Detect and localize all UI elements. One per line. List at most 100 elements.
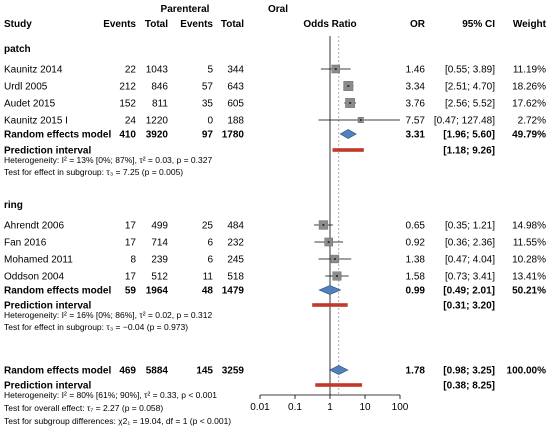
subgroup-ring-study-2-events-oral: 6	[207, 238, 213, 249]
subgroup-ring-study-1-name: Ahrendt 2006	[4, 221, 64, 232]
subgroup-patch-study-2-ci-value: [2.51; 4.70]	[445, 82, 495, 93]
subgroup-patch-study-4-or-value: 7.57	[406, 116, 426, 127]
subgroup-patch-random-total-oral: 1780	[222, 130, 245, 141]
subgroup-patch-study-1-or-value: 1.46	[406, 65, 426, 76]
table-header: Parenteral Oral Study Events Total Event…	[4, 4, 547, 30]
subgroup-patch-study-1-total-oral: 344	[227, 65, 244, 76]
overall-random-weight-value: 100.00%	[507, 366, 547, 377]
subgroup-ring-prediction-ci: [0.31; 3.20]	[443, 301, 495, 312]
subgroup-patch-study-4-name: Kaunitz 2015 I	[4, 116, 68, 127]
subgroup-ring-prediction-bar	[312, 303, 348, 307]
subgroup-ring-study-2-ci-value: [0.36; 2.36]	[445, 238, 495, 249]
subgroup-ring-study-3-weight-value: 10.28%	[512, 255, 546, 266]
subgroup-ring-study-1-weight-value: 14.98%	[512, 221, 546, 232]
subgroup-patch-random-label: Random effects model	[4, 130, 111, 141]
subgroup-ring-study-4-name: Oddson 2004	[4, 272, 64, 283]
subgroup-ring-study-1-or-value: 0.65	[406, 221, 426, 232]
subgroup-patch-study-3-events-parenteral: 152	[119, 99, 136, 110]
subgroup-patch-random-diamond	[339, 129, 357, 139]
header-ci: 95% CI	[462, 19, 495, 30]
subgroup-patch-prediction-bar	[332, 148, 364, 152]
subgroup-patch-study-2-events-oral: 57	[202, 82, 214, 93]
overall-random-diamond	[329, 365, 349, 375]
header-study: Study	[4, 19, 32, 30]
subgroup-patch-study-4-ci-value: [0.47; 127.48]	[434, 116, 495, 127]
subgroup-ring-study-4-events-parenteral: 17	[125, 272, 137, 283]
subgroup-ring-study-4-weight-value: 13.41%	[512, 272, 546, 283]
header-group-parenteral: Parenteral	[161, 4, 210, 15]
subgroup-ring-random-label: Random effects model	[4, 286, 111, 297]
subgroup-patch-study-4-total-parenteral: 1220	[146, 116, 169, 127]
subgroup-patch-random-weight-value: 49.79%	[512, 130, 546, 141]
x-tick-label: 10	[359, 402, 371, 413]
subgroup-patch-study-2-weight-value: 18.26%	[512, 82, 546, 93]
overall-random-ci-value: [0.98; 3.25]	[443, 366, 495, 377]
subgroup-patch-study-2-point	[347, 85, 350, 87]
subgroup-patch-study-1-total-parenteral: 1043	[146, 65, 169, 76]
header-group-oral: Oral	[268, 4, 288, 15]
subgroup-patch-study-3-or-value: 3.76	[406, 99, 426, 110]
subgroup-patch-study-4-weight-value: 2.72%	[518, 116, 546, 127]
overall-random-total-oral: 3259	[222, 366, 245, 377]
header-or: OR	[410, 19, 426, 30]
subgroup-patch-random-ci-value: [1.96; 5.60]	[443, 130, 495, 141]
subgroup-ring-study-4-total-parenteral: 512	[151, 272, 168, 283]
subgroup-ring-random-weight-value: 50.21%	[512, 286, 546, 297]
subgroup-ring-study-1-events-oral: 25	[202, 221, 214, 232]
subgroup-patch-study-2-name: Urdl 2005	[4, 82, 48, 93]
subgroup-ring-study-3-ci-value: [0.47; 4.04]	[445, 255, 495, 266]
subgroup-ring-study-1-total-oral: 484	[227, 221, 244, 232]
subgroup-ring-random-total-oral: 1479	[222, 286, 245, 297]
subgroup-patch-study-1-name: Kaunitz 2014	[4, 65, 63, 76]
overall-heterogeneity: Heterogeneity: I² = 80% [61%; 90%], τ² =…	[4, 390, 217, 400]
subgroup-patch-prediction-label: Prediction interval	[4, 146, 91, 157]
subgroup-ring-study-3-total-parenteral: 239	[151, 255, 168, 266]
header-odds-ratio: Odds Ratio	[303, 19, 356, 30]
subgroup-ring-study-2-point	[327, 241, 330, 243]
subgroup-ring-random-events-parenteral: 59	[125, 286, 137, 297]
subgroup-patch-study-3-ci-value: [2.56; 5.52]	[445, 99, 495, 110]
subgroup-ring-random-or-value: 0.99	[406, 286, 426, 297]
subgroup-ring-study-3-events-oral: 6	[207, 255, 213, 266]
subgroup-ring-study-1-ci-value: [0.35; 1.21]	[445, 221, 495, 232]
overall-prediction-bar	[315, 383, 363, 387]
x-tick-label: 0.1	[288, 402, 302, 413]
subgroup-patch-study-2-events-parenteral: 212	[119, 82, 136, 93]
subgroup-patch-study-3-point	[349, 102, 352, 104]
subgroup-patch-heterogeneity: Heterogeneity: I² = 13% [0%; 87%], τ² = …	[4, 155, 212, 165]
x-tick-label: 100	[392, 402, 409, 413]
overall-random-events-parenteral: 469	[119, 366, 136, 377]
subgroup-patch-study-4-events-oral: 0	[207, 116, 213, 127]
subgroup-ring-study-1-total-parenteral: 499	[151, 221, 168, 232]
subgroup-ring-prediction-label: Prediction interval	[4, 301, 91, 312]
subgroup-ring-study-3-total-oral: 245	[227, 255, 244, 266]
overall-prediction-label: Prediction interval	[4, 381, 91, 392]
subgroup-patch-label: patch	[4, 44, 31, 55]
subgroup-patch-study-3-total-oral: 605	[227, 99, 244, 110]
subgroup-ring-random-diamond	[318, 285, 342, 295]
subgroup-patch-study-1-ci-value: [0.55; 3.89]	[445, 65, 495, 76]
subgroup-patch-study-1-point	[334, 68, 337, 70]
subgroup-ring-study-4-or-value: 1.58	[406, 272, 426, 283]
subgroup-patch-study-1-events-parenteral: 22	[125, 65, 137, 76]
subgroup-ring-label: ring	[4, 200, 23, 211]
subgroup-ring-study-2-events-parenteral: 17	[125, 238, 137, 249]
subgroup-ring-random-ci-value: [0.49; 2.01]	[443, 286, 495, 297]
overall-random-label: Random effects model	[4, 366, 111, 377]
subgroup-patch-study-2-total-parenteral: 846	[151, 82, 168, 93]
subgroup-patch-random-events-parenteral: 410	[119, 130, 136, 141]
subgroup-ring-study-3-or-value: 1.38	[406, 255, 426, 266]
subgroup-ring-random-total-parenteral: 1964	[146, 286, 169, 297]
subgroup-patch-study-3-name: Audet 2015	[4, 99, 56, 110]
x-tick-label: 1	[327, 402, 333, 413]
subgroup-ring-study-4-total-oral: 518	[227, 272, 244, 283]
overall-effect-test: Test for overall effect: τ₇ = 2.27 (p = …	[4, 403, 163, 413]
subgroup-patch-random-or-value: 3.31	[406, 130, 426, 141]
subgroup-ring-study-2-weight-value: 11.55%	[513, 238, 546, 249]
header-events-parenteral: Events	[103, 19, 136, 30]
subgroup-ring-study-4-point	[335, 275, 338, 277]
subgroup-patch-study-2-total-oral: 643	[227, 82, 244, 93]
subgroup-patch-study-1-events-oral: 5	[207, 65, 213, 76]
overall-random-events-oral: 145	[196, 366, 213, 377]
